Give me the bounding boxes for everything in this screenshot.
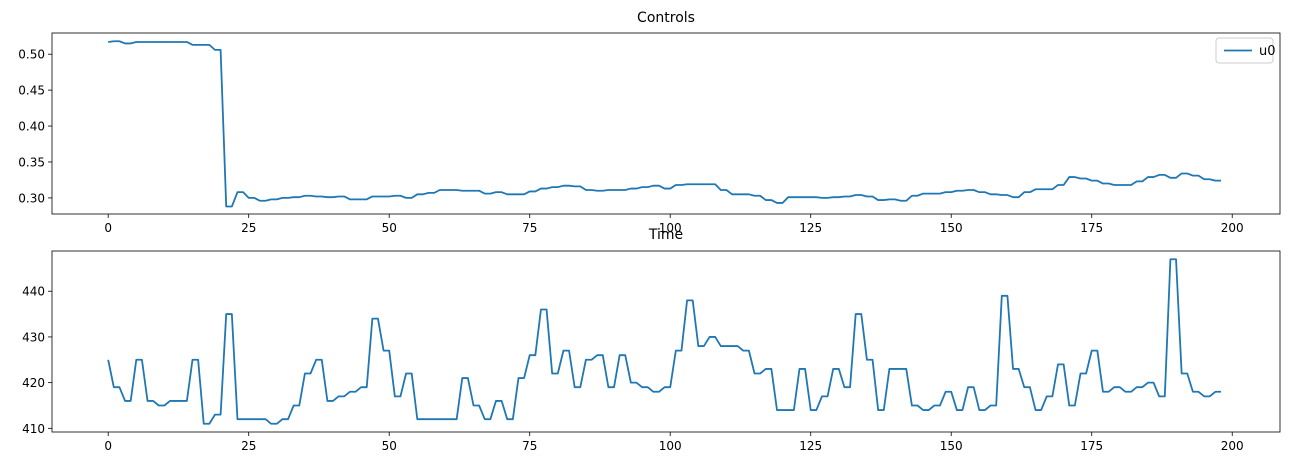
controls-ytick-label: 0.30 [18,191,45,205]
time-subplot: Time 0 25 50 75 100 125 150 175 200 410 420 430 440 [22,227,1281,453]
controls-xtick-label: 75 [522,221,537,235]
time-ytick-label: 410 [22,422,45,436]
time-xtick-label: 150 [940,439,963,453]
time-line-time [107,258,1221,425]
time-x-axis: 0 25 50 75 100 125 150 175 200 [104,432,1244,453]
controls-subplot: Controls 0 25 50 75 100 125 150 175 200 0.30 0.35… [18,10,1281,235]
time-ytick-label: 440 [22,285,45,299]
time-series [107,258,1221,425]
controls-xtick-label: 50 [382,221,397,235]
time-xtick-label: 125 [799,439,822,453]
controls-axes-frame [51,32,1281,215]
controls-title: Controls [637,10,695,26]
time-xtick-label: 50 [382,439,397,453]
controls-ytick-label: 0.45 [18,84,45,98]
controls-x-axis: 0 25 50 75 100 125 150 175 200 [104,214,1244,235]
time-xtick-label: 100 [659,439,682,453]
time-y-axis: 410 420 430 440 [22,285,52,436]
controls-xtick-label: 200 [1221,221,1244,235]
controls-xtick-label: 175 [1080,221,1103,235]
controls-ytick-label: 0.40 [18,120,45,134]
controls-ytick-label: 0.35 [18,155,45,169]
controls-ytick-label: 0.50 [18,48,45,62]
time-ytick-label: 420 [22,376,45,390]
controls-xtick-label: 0 [104,221,112,235]
time-xtick-label: 25 [241,439,256,453]
controls-y-axis: 0.30 0.35 0.40 0.45 0.50 [18,48,52,205]
time-title: Time [648,227,683,243]
controls-xtick-label: 25 [241,221,256,235]
time-xtick-label: 0 [104,439,112,453]
time-xtick-label: 75 [522,439,537,453]
legend-label-u0: u0 [1259,44,1276,59]
controls-xtick-label: 100 [659,221,682,235]
controls-line-u0 [108,40,1221,208]
controls-xtick-label: 150 [940,221,963,235]
controls-xtick-label: 125 [799,221,822,235]
legend: u0 [1215,37,1276,64]
u0-series [108,40,1221,208]
time-xtick-label: 175 [1080,439,1103,453]
time-axes-frame [51,250,1281,433]
time-xtick-label: 200 [1221,439,1244,453]
time-ytick-label: 430 [22,330,45,344]
